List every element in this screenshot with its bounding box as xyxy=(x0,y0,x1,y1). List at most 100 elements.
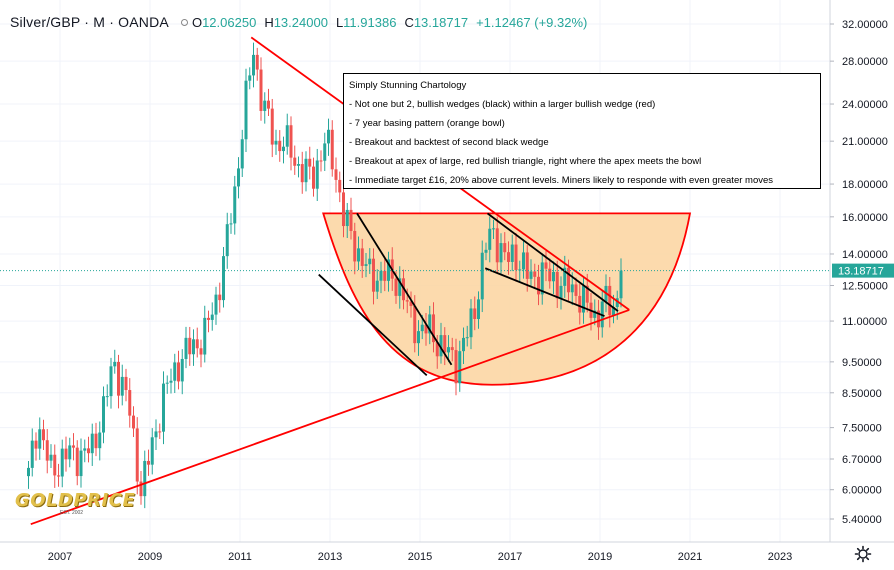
y-tick-label: 14.00000 xyxy=(842,249,888,261)
candle-body xyxy=(222,256,225,301)
symbol-header: Silver/GBP · M · OANDA O 12.06250 H 13.240… xyxy=(10,12,587,32)
candle-body xyxy=(420,324,424,332)
candle-body xyxy=(503,243,507,253)
candle-body xyxy=(229,223,233,225)
candle-body xyxy=(53,454,57,476)
candle-body xyxy=(375,280,379,292)
candle-body xyxy=(210,314,214,320)
x-tick-label: 2009 xyxy=(138,551,162,563)
y-tick-label: 5.40000 xyxy=(842,514,882,526)
high-label: H xyxy=(264,14,274,30)
candle-body xyxy=(45,440,49,461)
candle-body xyxy=(27,467,30,477)
candle-body xyxy=(244,80,248,140)
candle-body xyxy=(563,267,567,286)
close-value: 13.18717 xyxy=(413,14,469,30)
candle-body xyxy=(60,448,64,477)
goldprice-logo-sub: EST. 2002 xyxy=(60,510,84,516)
candle-body xyxy=(177,362,180,382)
candle-body xyxy=(372,258,375,292)
candle-body xyxy=(94,433,98,449)
candle-body xyxy=(147,460,150,465)
candle-body xyxy=(135,428,139,482)
candle-body xyxy=(424,324,428,334)
candle-body xyxy=(315,160,319,189)
candle-body xyxy=(323,143,327,161)
price-axis[interactable]: 5.40000 6.00000 6.70000 7.50000 8.50000 9.500… xyxy=(830,19,888,526)
candle-body xyxy=(270,108,274,145)
last-price-text: 13.18717 xyxy=(838,266,884,278)
candle-body xyxy=(537,276,540,295)
candle-body xyxy=(180,358,184,382)
time-axis[interactable]: 2007 2009 2011 2013 2015 2017 2019 2021 2023 xyxy=(48,551,792,563)
candle-body xyxy=(533,271,537,277)
candle-body xyxy=(105,396,109,398)
candle-body xyxy=(469,308,473,338)
candle-body xyxy=(259,69,263,111)
candle-body xyxy=(552,271,555,282)
candle-body xyxy=(49,454,53,461)
annotation-line: - Breakout and backtest of second black … xyxy=(349,137,549,148)
candle-body xyxy=(608,285,612,316)
y-tick-label: 32.00000 xyxy=(842,19,888,31)
candle-body xyxy=(162,383,165,432)
y-tick-label: 18.00000 xyxy=(842,179,888,191)
candle-body xyxy=(113,361,117,367)
candle-body xyxy=(518,269,522,271)
open-value: 12.06250 xyxy=(202,14,257,30)
symbol-title[interactable]: Silver/GBP · M · OANDA xyxy=(10,14,169,30)
candle-body xyxy=(495,228,499,263)
candle-body xyxy=(203,317,207,355)
annotation-title: Simply Stunning Chartology xyxy=(349,80,467,91)
candle-body xyxy=(300,164,304,183)
candle-body xyxy=(214,294,218,315)
candle-body xyxy=(132,415,135,429)
candle-body xyxy=(218,294,222,301)
candle-body xyxy=(612,306,615,316)
candle-body xyxy=(570,284,574,293)
candle-body xyxy=(199,348,203,355)
candle-body xyxy=(143,460,147,497)
annotation-box[interactable]: Simply Stunning Chartology - Not one but… xyxy=(343,73,821,189)
candle-body xyxy=(278,140,282,152)
candle-body xyxy=(480,252,484,300)
settings-gear-icon[interactable] xyxy=(854,545,872,563)
candle-body xyxy=(484,249,488,253)
candle-body xyxy=(327,129,330,144)
candle-body xyxy=(334,169,338,180)
trendline-black-wedge-2-lower xyxy=(484,267,605,317)
candle-body xyxy=(285,125,289,147)
candle-body xyxy=(68,445,72,460)
candle-body xyxy=(409,301,413,306)
status-dot-icon xyxy=(180,18,188,26)
candle-body xyxy=(87,448,90,454)
candle-body xyxy=(188,337,192,355)
candle-body xyxy=(154,431,158,438)
annotation-line: - 7 year basing pattern (orange bowl) xyxy=(349,118,505,129)
low-value: 11.91386 xyxy=(343,14,397,30)
candle-body xyxy=(345,209,349,227)
candle-body xyxy=(353,230,357,262)
annotation-line: - Not one but 2, bullish wedges (black) … xyxy=(349,99,656,110)
candle-body xyxy=(555,271,559,299)
candle-body xyxy=(458,351,462,384)
candle-body xyxy=(120,376,124,396)
candle-body xyxy=(274,140,278,145)
candle-body xyxy=(567,267,570,293)
candle-body xyxy=(237,168,240,187)
candle-body xyxy=(64,448,68,460)
candle-body xyxy=(540,262,544,295)
candle-body xyxy=(255,54,259,70)
candle-body xyxy=(462,337,465,352)
y-tick-label: 8.50000 xyxy=(842,388,882,400)
open-label: O xyxy=(191,14,203,30)
trendline-red-lower xyxy=(30,309,630,526)
candle-body xyxy=(169,380,173,383)
y-tick-label: 24.00000 xyxy=(842,99,888,111)
candle-body xyxy=(585,285,589,303)
candle-body xyxy=(267,100,270,109)
candle-body xyxy=(597,310,600,328)
candle-body xyxy=(593,310,597,318)
candle-body xyxy=(548,268,552,282)
candle-body xyxy=(398,278,402,296)
